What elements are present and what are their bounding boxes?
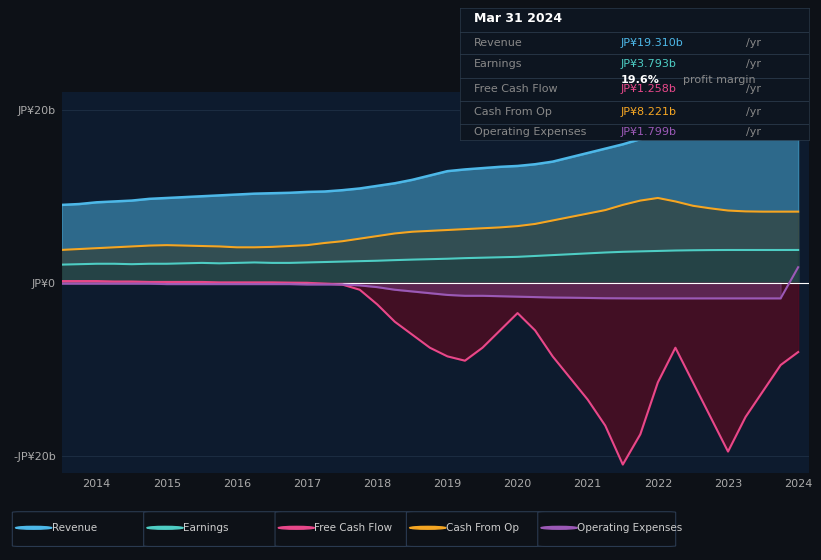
Circle shape (410, 526, 446, 529)
Text: JP¥8.221b: JP¥8.221b (621, 108, 677, 118)
Text: Cash From Op: Cash From Op (474, 108, 552, 118)
Text: /yr: /yr (746, 127, 761, 137)
FancyBboxPatch shape (12, 512, 150, 547)
Text: Free Cash Flow: Free Cash Flow (474, 85, 557, 94)
Circle shape (147, 526, 183, 529)
Text: /yr: /yr (746, 85, 761, 94)
Text: JP¥1.799b: JP¥1.799b (621, 127, 677, 137)
Circle shape (541, 526, 577, 529)
Text: profit margin: profit margin (683, 75, 755, 85)
FancyBboxPatch shape (538, 512, 676, 547)
FancyBboxPatch shape (275, 512, 413, 547)
Text: Earnings: Earnings (474, 59, 522, 69)
Text: /yr: /yr (746, 108, 761, 118)
Text: /yr: /yr (746, 59, 761, 69)
Text: Revenue: Revenue (474, 38, 522, 48)
Text: Mar 31 2024: Mar 31 2024 (474, 12, 562, 25)
Circle shape (16, 526, 52, 529)
Circle shape (278, 526, 314, 529)
Text: Cash From Op: Cash From Op (446, 523, 519, 533)
Text: Revenue: Revenue (52, 523, 97, 533)
FancyBboxPatch shape (144, 512, 282, 547)
Text: JP¥19.310b: JP¥19.310b (621, 38, 683, 48)
Text: JP¥1.258b: JP¥1.258b (621, 85, 677, 94)
Text: Operating Expenses: Operating Expenses (577, 523, 682, 533)
Text: JP¥3.793b: JP¥3.793b (621, 59, 677, 69)
Text: Operating Expenses: Operating Expenses (474, 127, 586, 137)
FancyBboxPatch shape (406, 512, 544, 547)
Text: 19.6%: 19.6% (621, 75, 659, 85)
Text: Free Cash Flow: Free Cash Flow (314, 523, 392, 533)
Text: /yr: /yr (746, 38, 761, 48)
Text: Earnings: Earnings (183, 523, 228, 533)
